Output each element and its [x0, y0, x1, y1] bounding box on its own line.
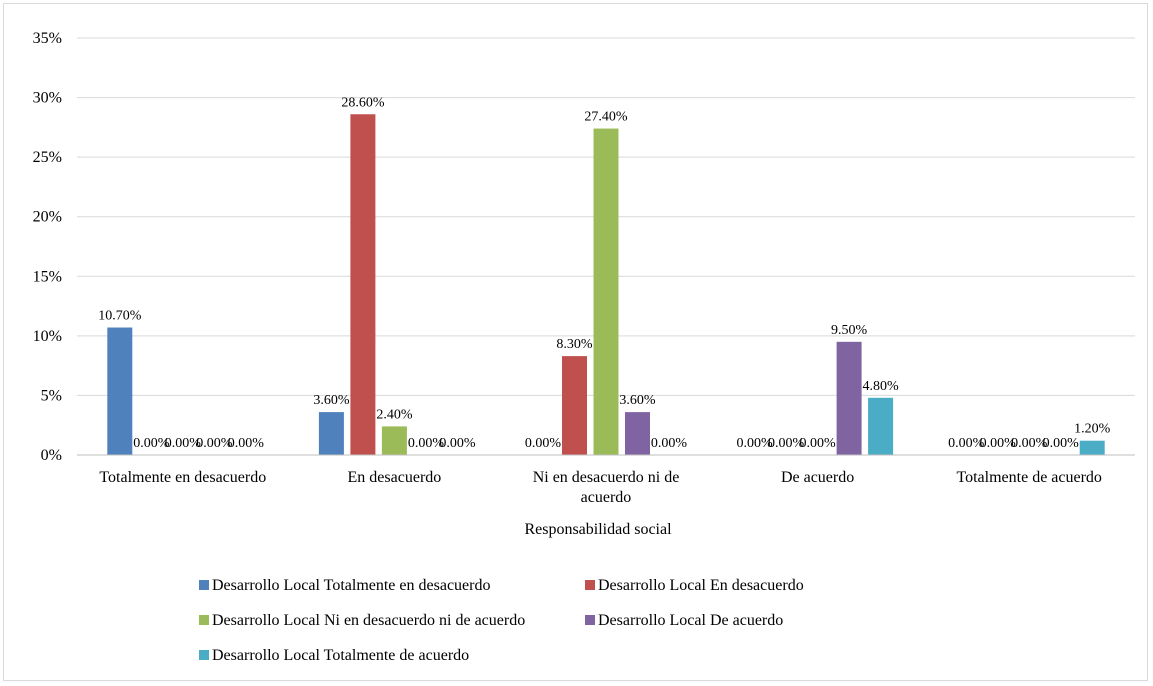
- bar: [381, 426, 407, 455]
- y-tick-label: 10%: [33, 328, 62, 345]
- x-axis: Totalmente en desacuerdo En desacuerdo Ni …: [77, 454, 1135, 506]
- data-label: 0.00%: [228, 436, 265, 451]
- legend: Desarrollo Local Totalmente en desacuerd…: [199, 577, 804, 664]
- x-tick-label: Totalmente en desacuerdo: [99, 469, 266, 486]
- y-tick-label: 20%: [33, 209, 62, 226]
- y-tick-label: 25%: [33, 149, 62, 166]
- data-labels: 10.70%3.60%0.00% 0.00% 0.00%0.00%28.60%8.3…: [98, 95, 1110, 451]
- y-tick-label: 15%: [33, 268, 62, 285]
- bar: [350, 114, 376, 455]
- legend-label: Desarrollo Local Totalmente de acuerdo: [212, 647, 469, 664]
- data-label: 2.40%: [376, 407, 413, 422]
- bars: [107, 114, 1105, 455]
- data-label: 0.00%: [1011, 436, 1048, 451]
- x-tick-label: acuerdo: [581, 489, 632, 506]
- legend-label: Desarrollo Local En desacuerdo: [598, 577, 804, 594]
- legend-swatch: [199, 580, 209, 590]
- data-label: 0.00%: [196, 436, 233, 451]
- data-label: 0.00%: [737, 436, 774, 451]
- legend-label: Desarrollo Local Totalmente en desacuerd…: [212, 577, 490, 594]
- data-label: 0.00%: [133, 436, 170, 451]
- data-label: 10.70%: [98, 309, 142, 324]
- legend-swatch: [585, 615, 595, 625]
- y-tick-label: 30%: [33, 90, 62, 107]
- chart-frame: [3, 3, 1148, 681]
- bar: [107, 327, 133, 455]
- x-tick-label: De acuerdo: [781, 469, 854, 486]
- x-tick-label: Ni en desacuerdo ni de: [533, 469, 680, 486]
- data-label: 9.50%: [831, 323, 868, 338]
- legend-swatch: [199, 615, 209, 625]
- legend-swatch: [199, 650, 209, 660]
- x-tick-label: Totalmente de acuerdo: [956, 469, 1101, 486]
- x-axis-title: Responsabilidad social: [524, 521, 672, 538]
- data-label: 0.00%: [1043, 436, 1080, 451]
- data-label: 0.00%: [948, 436, 985, 451]
- bar: [593, 128, 619, 455]
- bar: [868, 397, 894, 455]
- data-label: 28.60%: [341, 95, 385, 110]
- bar: [318, 412, 344, 455]
- data-label: 0.00%: [408, 436, 445, 451]
- data-label: 0.00%: [165, 436, 202, 451]
- data-label: 4.80%: [863, 379, 900, 394]
- y-tick-label: 35%: [33, 30, 62, 47]
- data-label: 3.60%: [619, 393, 656, 408]
- data-label: 27.40%: [584, 110, 628, 125]
- data-label: 0.00%: [525, 436, 562, 451]
- x-tick-label: En desacuerdo: [348, 469, 442, 486]
- bar: [562, 356, 587, 455]
- data-label: 1.20%: [1074, 422, 1111, 437]
- data-label: 0.00%: [800, 436, 837, 451]
- bar: [1079, 440, 1105, 455]
- legend-label: Desarrollo Local Ni en desacuerdo ni de …: [212, 612, 525, 629]
- legend-swatch: [585, 580, 595, 590]
- data-label: 8.30%: [556, 337, 593, 352]
- data-label: 3.60%: [313, 393, 350, 408]
- data-label: 0.00%: [651, 436, 688, 451]
- bar: [625, 412, 650, 455]
- bar: [836, 341, 862, 455]
- data-label: 0.00%: [439, 436, 476, 451]
- y-tick-label: 0%: [41, 447, 62, 464]
- data-label: 0.00%: [980, 436, 1017, 451]
- data-label: 0.00%: [768, 436, 805, 451]
- y-tick-label: 5%: [41, 387, 62, 404]
- legend-label: Desarrollo Local De acuerdo: [598, 612, 783, 629]
- y-axis: 0% 5% 10% 15% 20% 25% 30% 35%: [33, 30, 62, 464]
